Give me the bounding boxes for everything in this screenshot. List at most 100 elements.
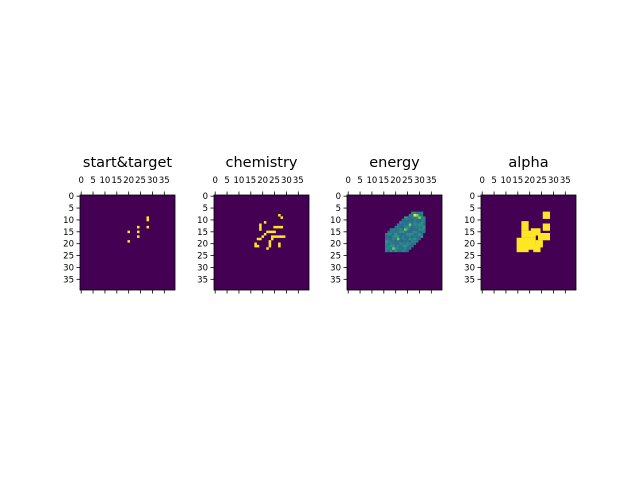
heatmap-cell bbox=[392, 230, 395, 234]
heatmap-cell bbox=[399, 244, 402, 248]
heatmap-cell bbox=[278, 242, 281, 246]
heatmap-cell bbox=[420, 211, 424, 215]
heatmap-cell bbox=[408, 223, 412, 227]
heatmap-cell bbox=[387, 240, 390, 243]
heatmap-cell bbox=[392, 240, 395, 243]
heatmap-cell bbox=[271, 235, 274, 238]
heatmap-cell bbox=[401, 228, 405, 231]
y-tick-label: 25 bbox=[464, 252, 475, 262]
heatmap-cell bbox=[389, 235, 393, 238]
y-tick-label: 20 bbox=[63, 240, 74, 250]
heatmap-cell bbox=[406, 223, 409, 227]
heatmap-cell bbox=[254, 242, 257, 246]
y-tick-label: 25 bbox=[330, 252, 341, 262]
axes-frame bbox=[346, 194, 443, 291]
heatmap-cell bbox=[399, 240, 402, 243]
heatmap-cell bbox=[406, 242, 409, 246]
x-tick-label: 20 bbox=[257, 176, 268, 186]
heatmap-cell bbox=[394, 240, 398, 243]
heatmap-cell bbox=[411, 244, 414, 248]
heatmap-cell bbox=[404, 237, 407, 241]
y-tick-label: 30 bbox=[330, 263, 341, 273]
heatmap-cell bbox=[392, 247, 395, 250]
heatmap-cell bbox=[399, 233, 402, 236]
y-tick-label: 20 bbox=[464, 240, 475, 250]
heatmap-cell bbox=[415, 223, 419, 227]
heatmap-cell bbox=[399, 237, 402, 241]
heatmap-cell bbox=[396, 247, 400, 250]
heatmap-cells bbox=[385, 211, 426, 253]
heatmap-cell bbox=[399, 249, 402, 253]
x-tick-label: 15 bbox=[111, 176, 122, 186]
heatmap-cell bbox=[411, 214, 414, 217]
heatmap-cell bbox=[418, 225, 421, 229]
heatmap-cell bbox=[137, 225, 140, 229]
heatmap-cell bbox=[406, 244, 409, 248]
heatmap-cell bbox=[404, 223, 407, 227]
heatmap-cell bbox=[401, 225, 405, 229]
y-tick-label: 0 bbox=[203, 192, 208, 202]
heatmap-cell bbox=[411, 242, 414, 246]
y-tick-label: 15 bbox=[63, 228, 74, 238]
y-tick-label: 5 bbox=[203, 204, 208, 214]
heatmap-cell bbox=[413, 233, 417, 236]
heatmap-cell bbox=[399, 225, 402, 229]
heatmap-cell bbox=[278, 235, 281, 238]
heatmap-cell bbox=[401, 233, 405, 236]
heatmap-cell bbox=[387, 235, 390, 238]
heatmap-cell bbox=[394, 228, 398, 231]
heatmap-cell bbox=[415, 235, 419, 238]
heatmap-cell bbox=[396, 240, 400, 243]
heatmap-cell bbox=[404, 228, 407, 231]
heatmap-cell bbox=[268, 244, 272, 248]
heatmap-cell bbox=[401, 249, 405, 253]
heatmap-cell bbox=[423, 225, 426, 229]
heatmap-cell bbox=[394, 244, 398, 248]
heatmap-cell bbox=[146, 225, 150, 229]
x-tick-label: 25 bbox=[402, 176, 413, 186]
heatmap-cell bbox=[406, 230, 409, 234]
heatmap-cell bbox=[401, 247, 405, 250]
heatmap-cell bbox=[146, 218, 150, 222]
heatmap-cell bbox=[408, 228, 412, 231]
heatmap-cell bbox=[389, 230, 393, 234]
y-tick-label: 35 bbox=[197, 275, 208, 285]
y-tick-label: 15 bbox=[464, 228, 475, 238]
heatmap-cell bbox=[406, 240, 409, 243]
heatmap-cell bbox=[521, 221, 529, 231]
heatmap-cell bbox=[394, 235, 398, 238]
heatmap-cell bbox=[396, 249, 400, 253]
heatmap-cell bbox=[399, 230, 402, 234]
heatmap-cell bbox=[387, 244, 390, 248]
x-tick-label: 0 bbox=[345, 176, 350, 186]
heatmap-cell bbox=[420, 228, 424, 231]
heatmap-cell bbox=[401, 242, 405, 246]
y-tick-label: 5 bbox=[470, 204, 475, 214]
heatmap-cell bbox=[526, 244, 536, 250]
x-tick-label: 0 bbox=[479, 176, 484, 186]
heatmap-cell bbox=[418, 211, 421, 215]
heatmap-cell bbox=[411, 221, 414, 224]
heatmap-cell bbox=[408, 230, 412, 234]
heatmap-cell bbox=[261, 235, 265, 238]
heatmap-cell bbox=[415, 218, 419, 222]
heatmap-cell bbox=[389, 228, 393, 231]
x-tick-label: 20 bbox=[524, 176, 535, 186]
heatmap-cell bbox=[418, 218, 421, 222]
heatmap-cell bbox=[256, 244, 260, 248]
x-tick-label: 5 bbox=[90, 176, 95, 186]
heatmap-cell bbox=[404, 221, 407, 224]
heatmap-cell bbox=[401, 223, 405, 227]
heatmap-cell bbox=[266, 230, 269, 234]
heatmap-cell bbox=[394, 230, 398, 234]
heatmap-cell bbox=[533, 244, 541, 253]
heatmap-cell bbox=[404, 240, 407, 243]
heatmap-cell bbox=[408, 235, 412, 238]
x-tick-label: 30 bbox=[548, 176, 559, 186]
heatmap-cell bbox=[423, 223, 426, 227]
panel-title: energy bbox=[369, 155, 420, 171]
heatmap-cells bbox=[516, 211, 551, 253]
y-tick-label: 35 bbox=[464, 275, 475, 285]
heatmap-cell bbox=[413, 214, 417, 217]
heatmap-cell bbox=[127, 230, 131, 234]
